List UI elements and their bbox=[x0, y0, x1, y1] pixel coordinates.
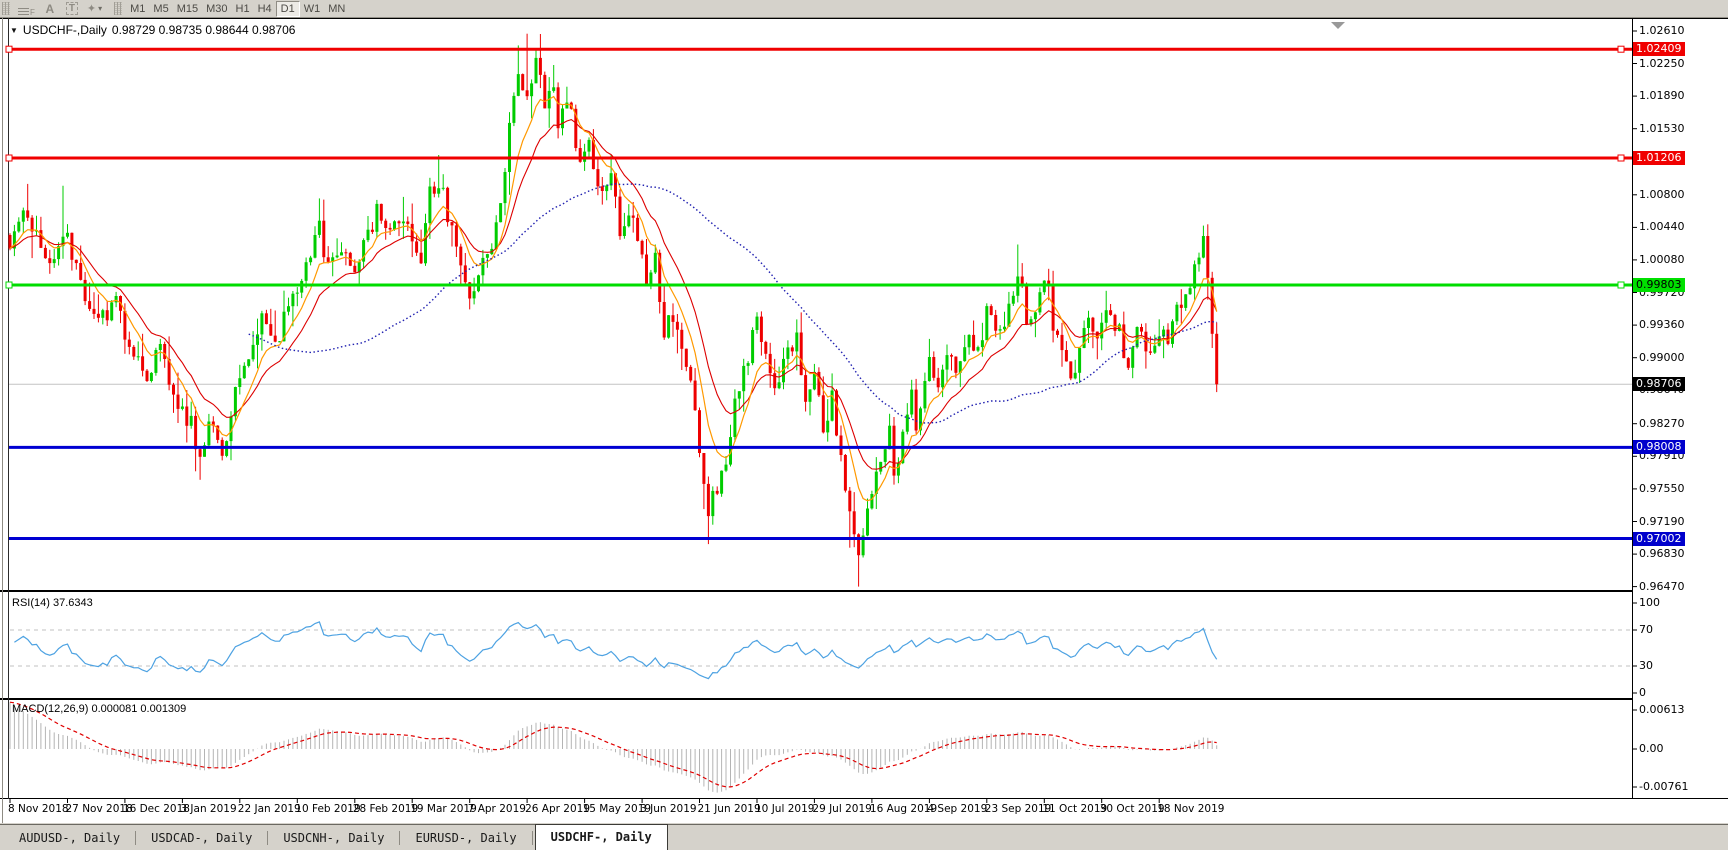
macd-label: MACD(12,26,9) 0.000081 0.001309 bbox=[12, 703, 187, 715]
date-tick-label: 30 Oct 2019 bbox=[1099, 803, 1165, 815]
date-tick-label: 7 Apr 2019 bbox=[467, 803, 526, 815]
date-tick-label: 21 Jun 2019 bbox=[697, 803, 761, 815]
price-tick-label: 0.96470 bbox=[1639, 579, 1685, 593]
date-tick-label: 8 Nov 2018 bbox=[8, 803, 69, 815]
price-axis-border bbox=[1632, 18, 1633, 799]
date-tick-label: 23 Sep 2019 bbox=[984, 803, 1052, 815]
macd-tick-label: 0.00 bbox=[1639, 742, 1664, 755]
support-badge: 0.98008 bbox=[1633, 440, 1685, 455]
resistance-badge: 1.02409 bbox=[1633, 42, 1685, 57]
tab-separator bbox=[135, 831, 137, 845]
text-label-icon: T bbox=[65, 2, 78, 15]
macd-tick-label: 0.00613 bbox=[1639, 703, 1685, 716]
date-tick-label: 11 Oct 2019 bbox=[1042, 803, 1108, 815]
price-axis[interactable] bbox=[1633, 18, 1728, 798]
price-tick-label: 1.00800 bbox=[1639, 187, 1685, 201]
tab-usdcad[interactable]: USDCAD-, Daily bbox=[151, 831, 253, 845]
price-tick-label: 1.00080 bbox=[1639, 252, 1685, 266]
timeframe-m5-button[interactable]: M5 bbox=[153, 2, 169, 15]
text-icon: A bbox=[45, 1, 55, 16]
resistance-badge: 1.01206 bbox=[1633, 151, 1685, 165]
chart-top-border bbox=[0, 18, 1728, 19]
price-tick-label: 0.99360 bbox=[1639, 318, 1685, 332]
price-tick-label: 1.01890 bbox=[1639, 89, 1685, 103]
date-tick-label: 16 Dec 2018 bbox=[122, 803, 190, 815]
timeframe-m15-button[interactable]: M15 bbox=[176, 2, 199, 15]
rsi-tick-label: 70 bbox=[1639, 623, 1653, 636]
date-tick-label: 22 Jan 2019 bbox=[237, 803, 301, 815]
timeframe-m1-button[interactable]: M1 bbox=[130, 2, 146, 15]
timeframe-h4-button[interactable]: H4 bbox=[257, 2, 272, 15]
macd-pane-divider[interactable] bbox=[0, 698, 1632, 700]
rsi-tick-label: 100 bbox=[1639, 596, 1660, 609]
timeframe-h1-button[interactable]: H1 bbox=[235, 2, 250, 15]
support-badge: 0.97002 bbox=[1633, 531, 1685, 546]
current-price-badge: 0.98706 bbox=[1633, 377, 1685, 392]
chart-left-border bbox=[8, 18, 9, 799]
date-tick-label: 28 Feb 2019 bbox=[352, 803, 419, 815]
window-left-edge bbox=[2, 18, 3, 823]
timeframe-m30-button[interactable]: M30 bbox=[206, 2, 228, 15]
price-tick-label: 0.96830 bbox=[1639, 547, 1685, 561]
pivot-badge: 0.99803 bbox=[1633, 278, 1685, 292]
rsi-pane-divider[interactable] bbox=[0, 590, 1632, 592]
date-tick-label: 10 Feb 2019 bbox=[295, 803, 361, 815]
date-tick-label: 10 Jul 2019 bbox=[755, 803, 815, 815]
date-axis-border bbox=[0, 798, 1728, 799]
macd-pane[interactable] bbox=[9, 700, 1632, 798]
collapse-triangle-icon[interactable]: ▼ bbox=[10, 25, 18, 35]
date-tick-label: 3 Jun 2019 bbox=[640, 803, 697, 815]
price-tick-label: 0.97190 bbox=[1639, 514, 1685, 528]
tab-separator bbox=[531, 831, 533, 845]
tab-usdcnh[interactable]: USDCNH-, Daily bbox=[283, 831, 385, 845]
price-tick-label: 0.99000 bbox=[1639, 350, 1685, 364]
text-label-button[interactable]: T bbox=[61, 1, 83, 17]
fibonacci-icon bbox=[18, 7, 29, 17]
tab-separator bbox=[267, 831, 269, 845]
arrows-style-icon: ✦ bbox=[86, 3, 97, 15]
date-tick-label: 16 Aug 2019 bbox=[869, 803, 938, 815]
price-tick-label: 1.00440 bbox=[1639, 220, 1685, 234]
macd-tick-label: -0.00761 bbox=[1639, 780, 1689, 793]
price-tick-label: 1.02610 bbox=[1639, 24, 1685, 37]
tab-usdchf[interactable]: USDCHF-, Daily bbox=[534, 824, 668, 850]
price-tick-label: 0.97550 bbox=[1639, 481, 1685, 495]
rsi-tick-label: 30 bbox=[1639, 659, 1653, 672]
toolbar-grip-2[interactable] bbox=[114, 2, 123, 15]
tab-separator bbox=[399, 831, 401, 845]
chart-tab-bar: AUDUSD-, Daily USDCAD-, Daily USDCNH-, Dai… bbox=[0, 824, 1728, 850]
tab-eurusd[interactable]: EURUSD-, Daily bbox=[415, 831, 517, 845]
toolbar: F A T ✦ ▾ M1 M5 M15 M30 H1 H4 D1 W1 MN bbox=[0, 0, 1728, 18]
chart-quote-ohlc: 0.98729 0.98735 0.98644 0.98706 bbox=[111, 23, 296, 37]
timeframe-w1-button[interactable]: W1 bbox=[303, 2, 321, 15]
date-tick-label: 4 Sep 2019 bbox=[927, 803, 988, 815]
date-tick-label: 15 May 2019 bbox=[582, 803, 652, 815]
price-tick-label: 1.01530 bbox=[1639, 121, 1685, 135]
arrows-style-button[interactable]: ✦ ▾ bbox=[83, 1, 106, 17]
fibonacci-button[interactable]: F bbox=[14, 1, 39, 17]
timeframe-d1-button[interactable]: D1 bbox=[275, 0, 300, 17]
date-tick-label: 19 Mar 2019 bbox=[410, 803, 477, 815]
toolbar-grip[interactable] bbox=[2, 2, 10, 15]
tab-audusd[interactable]: AUDUSD-, Daily bbox=[19, 831, 121, 845]
date-tick-label: 18 Nov 2019 bbox=[1157, 803, 1225, 815]
timeframe-toolbar: M1 M5 M15 M30 H1 H4 D1 W1 MN bbox=[126, 0, 349, 17]
text-button[interactable]: A bbox=[39, 1, 61, 17]
chart-title: ▼ USDCHF-,Daily 0.98729 0.98735 0.98644 … bbox=[10, 23, 295, 37]
price-tick-label: 1.02250 bbox=[1639, 56, 1685, 70]
rsi-tick-label: 0 bbox=[1639, 686, 1646, 699]
chart-symbol-period: USDCHF-,Daily bbox=[22, 23, 107, 37]
date-tick-label: 29 Jul 2019 bbox=[812, 803, 872, 815]
date-tick-label: 27 Nov 2018 bbox=[65, 803, 133, 815]
timeframe-mn-button[interactable]: MN bbox=[328, 2, 346, 15]
rsi-pane[interactable] bbox=[9, 592, 1632, 698]
rsi-label: RSI(14) 37.6343 bbox=[12, 597, 93, 609]
date-tick-label: 26 Apr 2019 bbox=[525, 803, 591, 815]
date-tick-label: 3 Jan 2019 bbox=[180, 803, 237, 815]
price-tick-label: 0.98270 bbox=[1639, 416, 1685, 430]
chevron-down-icon[interactable]: ▾ bbox=[98, 4, 103, 13]
fibonacci-icon-letter: F bbox=[30, 7, 35, 17]
main-chart-pane[interactable] bbox=[9, 19, 1632, 590]
